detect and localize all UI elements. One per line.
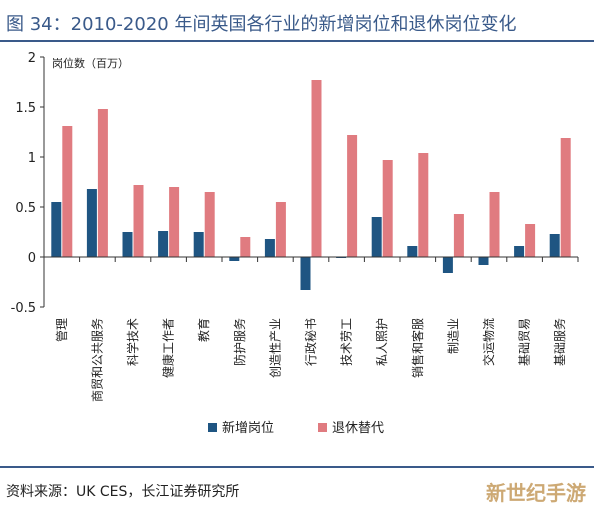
bar-new-jobs [158,231,169,257]
bar-new-jobs [229,257,240,261]
y-tick-label: 0 [28,251,36,266]
legend-swatch [208,423,217,432]
x-category-label: 交运物流 [481,318,496,366]
x-category-label: 制造业 [446,318,460,354]
title-divider [0,40,594,42]
x-category-label: 防护服务 [232,318,247,366]
bar-new-jobs [371,217,382,257]
x-category-label: 基础贸易 [518,318,532,366]
bar-new-jobs [300,257,311,290]
bar-replacement [453,214,464,257]
legend-label: 退休替代 [332,421,384,436]
bar-replacement [525,224,536,257]
bar-replacement [347,135,358,257]
footer-divider [0,466,594,468]
y-tick-label: -0.5 [11,301,36,316]
x-category-label: 技术劳工 [340,318,354,366]
legend: 新增岗位 退休替代 [208,420,384,436]
bar-new-jobs [264,239,275,257]
bar-new-jobs [442,257,453,273]
x-axis-labels: 管理 商贸和公共服务 科学技术 健康工作者 教育 防护服务 创造性产业 行政秘书 技术劳工 私人照… [54,318,567,402]
bar-replacement [62,126,73,257]
bar-new-jobs [193,232,204,257]
x-category-label: 管理 [54,318,69,342]
bar-new-jobs [86,189,97,257]
bar-replacement [382,160,393,257]
bar-new-jobs [122,232,133,257]
x-category-label: 私人照护 [375,318,389,366]
bar-replacement [489,192,500,257]
bar-replacement [560,138,571,257]
y-tick-label: 1 [28,151,36,166]
bar-replacement [311,80,322,257]
bar-replacement [97,109,108,257]
bar-chart: 岗位数（百万） -0.5 0 0.5 1 1.5 2 管理 商贸和公共服务 科学技术 健康工作者… [11,51,579,436]
bar-replacement [418,153,429,257]
source-note: 资料来源：UK CES，长江证券研究所 [6,484,240,500]
y-tick-label: 0.5 [15,201,36,216]
bar-new-jobs [51,202,62,257]
y-tick-label: 2 [28,51,36,66]
x-category-label: 科学技术 [125,318,140,366]
bar-replacement [204,192,215,257]
x-category-label: 商贸和公共服务 [89,318,104,402]
x-category-label: 健康工作者 [161,318,176,378]
bar-replacement [240,237,251,257]
x-category-label: 教育 [196,318,211,342]
bar-new-jobs [407,246,418,257]
chart-title: 图 34：2010-2020 年间英国各行业的新增岗位和退休岗位变化 [6,14,517,35]
bar-replacement [169,187,180,257]
x-category-label: 销售和客服 [410,318,425,378]
x-axis-ticks [43,257,579,262]
bars [51,80,571,290]
x-category-label: 创造性产业 [268,318,282,378]
x-category-label: 行政秘书 [304,318,318,366]
bar-new-jobs [478,257,489,265]
bar-replacement [133,185,144,257]
bar-new-jobs [549,234,560,257]
legend-swatch [318,423,327,432]
y-axis-ticks: -0.5 0 0.5 1 1.5 2 [11,51,44,316]
bar-new-jobs [514,246,525,257]
y-axis-label: 岗位数（百万） [52,56,129,70]
bar-replacement [275,202,286,257]
watermark: 新世纪手游 [486,481,586,505]
y-tick-label: 1.5 [15,101,36,116]
x-category-label: 基础服务 [552,318,567,366]
legend-label: 新增岗位 [222,420,274,436]
